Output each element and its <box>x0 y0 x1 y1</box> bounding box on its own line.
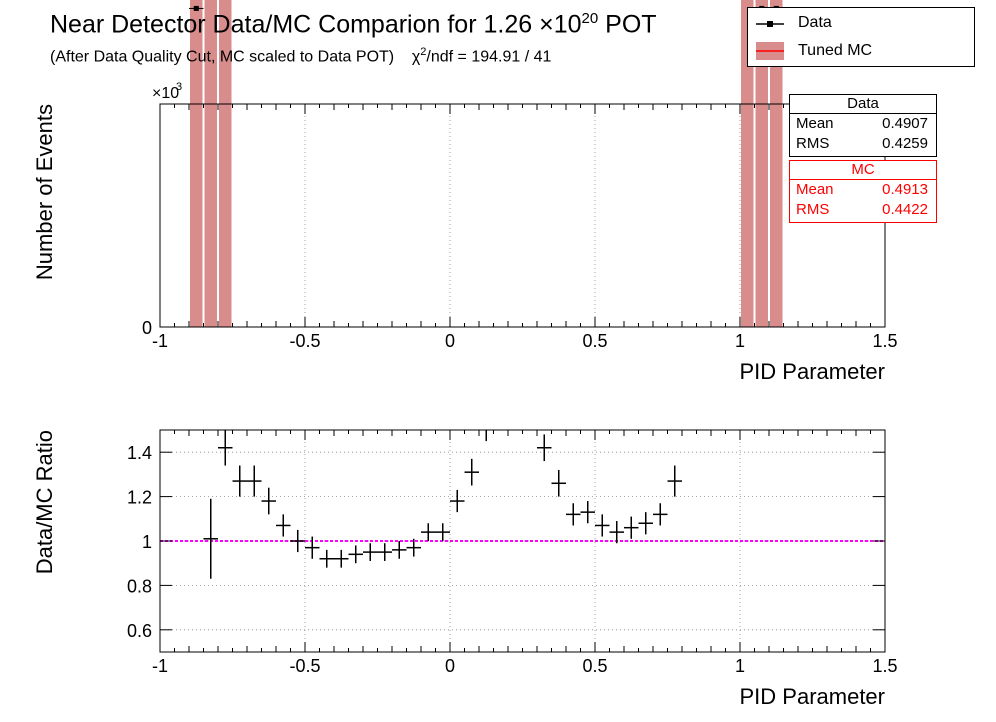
bottom-ytick-label: 0.8 <box>127 576 152 596</box>
top-ytick-label: 0 <box>142 318 152 338</box>
bottom-xlabel: PID Parameter <box>740 684 886 709</box>
subtitle-cut: (After Data Quality Cut, MC scaled to Da… <box>50 48 395 66</box>
stats-mc-mean: 0.4913 <box>882 181 928 198</box>
bottom-xtick-label: -1 <box>152 656 168 676</box>
chi-exponent: 2 <box>420 46 427 58</box>
bottom-xtick-label: 1.5 <box>872 656 897 676</box>
mc-error-box <box>219 0 232 327</box>
stats-box-data: Data Mean 0.4907 RMS 0.4259 <box>789 94 937 157</box>
top-axes: -1-0.500.511.50200400600PID ParameterNum… <box>32 81 898 384</box>
stats-mc-title: MC <box>790 161 936 180</box>
bottom-ytick-label: 1.4 <box>127 443 152 463</box>
bottom-marks <box>160 430 885 579</box>
title-main: Near Detector Data/MC Comparion for 1.26 <box>50 10 533 39</box>
top-ylabel: Number of Events <box>32 104 57 280</box>
stats-data-mean: 0.4907 <box>882 115 928 132</box>
top-xlabel: PID Parameter <box>740 359 886 384</box>
data-point <box>193 5 199 11</box>
stats-data-title: Data <box>790 95 936 114</box>
bottom-xtick-label: -0.5 <box>289 656 320 676</box>
bottom-xtick-label: 0 <box>445 656 455 676</box>
stats-mc-rms-label: RMS <box>796 201 830 218</box>
stats-mc-mean-label: Mean <box>796 181 834 198</box>
top-xtick-label: 1 <box>735 331 745 351</box>
top-xtick-label: -0.5 <box>289 331 320 351</box>
stats-data-mean-label: Mean <box>796 115 834 132</box>
bottom-ylabel: Data/MC Ratio <box>32 430 57 574</box>
top-xtick-label: 1.5 <box>872 331 897 351</box>
top-yscale-exponent: 3 <box>176 81 182 93</box>
title-unit: POT <box>605 10 657 39</box>
bottom-xtick-label: 0.5 <box>582 656 607 676</box>
bottom-xtick-label: 1 <box>735 656 745 676</box>
mc-error-box <box>204 0 217 327</box>
legend-symbols <box>756 21 784 60</box>
bottom-axes: -1 -0.5 0 0.5 1 1.5 0.6 0.8 1 1.2 1.4 PID Parameter… <box>32 429 898 709</box>
top-xtick-label: 0 <box>445 331 455 351</box>
mc-error-box <box>190 0 203 327</box>
top-xtick-label: -1 <box>152 331 168 351</box>
top-xtick-label: 0.5 <box>582 331 607 351</box>
ratio-points <box>203 430 682 579</box>
stats-box-mc: MC Mean 0.4913 RMS 0.4422 <box>789 160 937 223</box>
chart-subtitle: (After Data Quality Cut, MC scaled to Da… <box>50 46 551 66</box>
legend-data-label: Data <box>798 14 832 31</box>
mc-error-box <box>741 0 754 327</box>
legend-data-marker <box>767 21 773 27</box>
top-marks <box>189 0 784 327</box>
bottom-ytick-label: 1.2 <box>127 488 152 508</box>
legend-mc-label: Tuned MC <box>798 42 873 59</box>
title-times: ×10 <box>539 10 582 39</box>
stats-mc-rms: 0.4422 <box>882 201 928 218</box>
mc-error-box <box>755 0 768 327</box>
chi-text: /ndf = 194.91 / 41 <box>426 48 552 66</box>
title-exponent: 20 <box>581 10 599 27</box>
top-grid <box>304 104 741 327</box>
stats-data-rms: 0.4259 <box>882 135 928 152</box>
stats-data-rms-label: RMS <box>796 135 830 152</box>
mc-error-box <box>770 0 783 327</box>
bottom-ytick-label: 0.6 <box>127 621 152 641</box>
chart-title: Near Detector Data/MC Comparion for 1.26… <box>50 10 657 39</box>
legend: Data Tuned MC <box>747 7 975 67</box>
bottom-ytick-label: 1 <box>142 532 152 552</box>
chi-symbol: χ <box>411 48 421 66</box>
top-yscale-label: ×10 <box>152 85 179 102</box>
